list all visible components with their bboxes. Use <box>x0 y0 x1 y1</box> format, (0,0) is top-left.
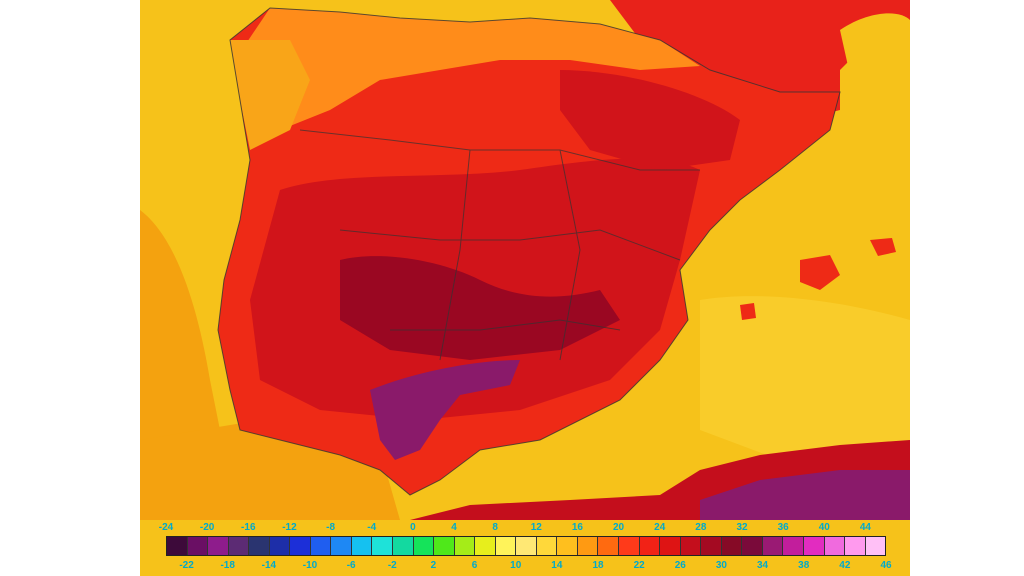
legend-bottom-tick-label: 30 <box>715 560 727 571</box>
guadalquivir-extreme <box>370 360 520 460</box>
ebro-hot <box>560 70 740 170</box>
legend-swatch <box>762 537 784 555</box>
legend-swatch <box>577 537 599 555</box>
legend-swatch <box>619 537 640 555</box>
legend-swatch <box>167 537 188 555</box>
sea-warm-zone-east <box>700 296 910 460</box>
legend-swatch <box>742 537 763 555</box>
legend-top-tick-label: 16 <box>571 522 583 533</box>
legend-swatch <box>228 537 250 555</box>
legend-bottom-tick-label: 38 <box>798 560 810 571</box>
legend-swatch <box>454 537 476 555</box>
legend-swatch <box>290 537 311 555</box>
legend-swatch <box>783 537 804 555</box>
legend-swatch <box>208 537 229 555</box>
mallorca <box>800 255 840 290</box>
legend-top-tick-label: -12 <box>282 522 297 533</box>
legend-swatch <box>824 537 846 555</box>
legend-bottom-tick-label: 2 <box>430 560 437 571</box>
legend-top-tick-label: -8 <box>326 522 336 533</box>
legend-bottom-tick-label: 26 <box>674 560 686 571</box>
legend-swatch <box>639 537 661 555</box>
legend-swatch <box>803 537 825 555</box>
legend-swatch <box>557 537 578 555</box>
legend-swatch <box>598 537 620 555</box>
france-region-cool <box>840 13 910 120</box>
legend-swatch <box>310 537 332 555</box>
legend-bottom-tick-label: 10 <box>510 560 522 571</box>
legend-top-tick-label: 28 <box>695 522 707 533</box>
legend-swatch <box>351 537 373 555</box>
legend-swatch <box>721 537 743 555</box>
legend-bottom-tick-label: -18 <box>220 560 235 571</box>
legend-bottom-tick-label: -10 <box>302 560 318 571</box>
legend-top-tick-label: -24 <box>158 522 174 533</box>
legend-top-tick-label: 44 <box>859 522 871 533</box>
legend-top-tick-label: 12 <box>530 522 542 533</box>
legend-swatch <box>516 537 537 555</box>
sea-warm-zone <box>140 210 220 470</box>
legend-swatch <box>475 537 496 555</box>
legend-swatch <box>187 537 209 555</box>
legend-color-bar <box>166 536 886 556</box>
legend-top-tick-label: 24 <box>654 522 666 533</box>
coastline <box>217 7 841 496</box>
legend-swatch <box>865 537 886 555</box>
map-canvas <box>140 0 910 576</box>
legend-top-tick-label: 40 <box>818 522 830 533</box>
legend-bottom-tick-label: 18 <box>592 560 604 571</box>
region-borders <box>299 129 700 361</box>
legend-top-tick-label: 36 <box>777 522 789 533</box>
legend-top-tick-label: -4 <box>367 522 377 533</box>
legend-bottom-tick-label: 14 <box>551 560 563 571</box>
legend-top-tick-label: 4 <box>451 522 457 533</box>
france-region <box>610 0 910 120</box>
north-coast-cool <box>235 8 700 130</box>
legend-swatch <box>701 537 722 555</box>
legend-swatch <box>249 537 270 555</box>
legend-bottom-tick-label: -2 <box>387 560 397 571</box>
galicia-cool <box>230 40 310 150</box>
north-africa-extreme <box>700 470 910 520</box>
legend-swatch <box>434 537 455 555</box>
temperature-map: -24 -20 -16 -12 -8 -4 0 4 8 12 16 20 24 28 32 36 40 44 -2… <box>140 0 910 576</box>
legend-bottom-tick-label: 6 <box>471 560 478 571</box>
menorca <box>870 238 896 256</box>
legend-swatch <box>680 537 702 555</box>
legend-top-tick-label: 0 <box>410 522 416 533</box>
legend-swatch <box>331 537 352 555</box>
legend-bottom-tick-label: -14 <box>261 560 277 571</box>
legend-bottom-tick-label: 34 <box>757 560 769 571</box>
legend-bottom-tick-label: 22 <box>633 560 645 571</box>
legend-top-tick-label: -20 <box>199 522 215 533</box>
legend-swatch <box>269 537 291 555</box>
legend-bottom-tick-label: -22 <box>179 560 194 571</box>
legend-bottom-tick-label: 46 <box>880 560 892 571</box>
legend-swatch <box>536 537 558 555</box>
color-scale-legend: -24 -20 -16 -12 -8 -4 0 4 8 12 16 20 24 28 32 36 40 44 -2… <box>140 518 910 576</box>
legend-swatch <box>413 537 435 555</box>
legend-bottom-tick-label: -6 <box>346 560 356 571</box>
legend-top-tick-label: -16 <box>241 522 256 533</box>
legend-top-tick-label: 32 <box>736 522 748 533</box>
legend-swatch <box>372 537 394 555</box>
interior-hottest <box>340 256 620 360</box>
legend-swatch <box>845 537 866 555</box>
ibiza <box>740 303 756 320</box>
legend-top-tick-label: 8 <box>492 522 498 533</box>
legend-bottom-tick-label: 42 <box>839 560 851 571</box>
legend-swatch <box>660 537 681 555</box>
legend-swatch <box>495 537 517 555</box>
legend-top-tick-label: 20 <box>613 522 625 533</box>
legend-swatch <box>393 537 414 555</box>
